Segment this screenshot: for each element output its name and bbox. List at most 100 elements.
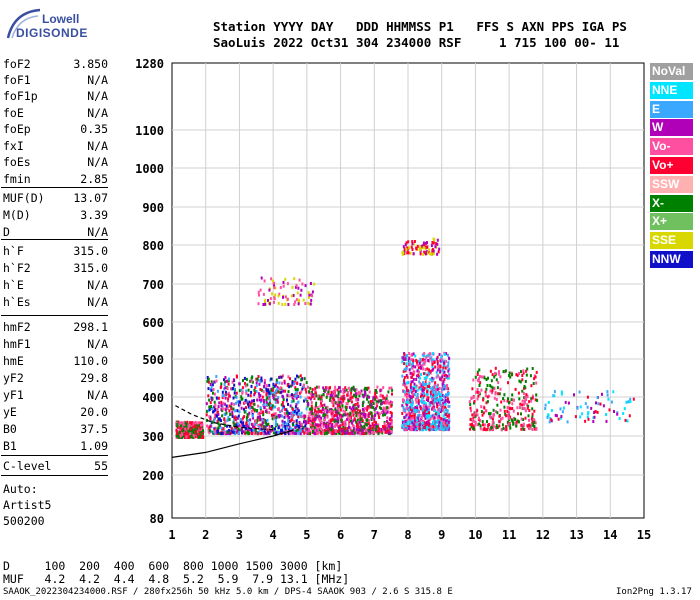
- echo-point: [629, 400, 632, 404]
- echo-point: [488, 394, 491, 398]
- echo-point: [208, 425, 211, 429]
- param-key: hmF2: [3, 320, 31, 334]
- echo-point: [272, 281, 275, 285]
- echo-point: [472, 395, 475, 399]
- echo-point: [383, 422, 386, 426]
- echo-point: [310, 391, 313, 394]
- echo-point: [249, 394, 252, 398]
- echo-point: [559, 416, 562, 420]
- echo-point: [390, 430, 392, 433]
- x-tick-label: 3: [236, 528, 243, 542]
- echo-point: [368, 403, 371, 407]
- echo-point: [217, 413, 220, 417]
- echo-point: [496, 426, 499, 429]
- echo-point: [178, 428, 181, 432]
- echo-point: [413, 407, 416, 411]
- echo-point: [324, 406, 327, 410]
- echo-point: [233, 428, 236, 432]
- echo-point: [337, 407, 340, 411]
- echo-point: [513, 417, 516, 421]
- echo-point: [415, 360, 418, 364]
- echo-point: [433, 387, 435, 391]
- echo-point: [473, 401, 475, 405]
- echo-point: [476, 413, 479, 417]
- echo-point: [380, 407, 383, 411]
- echo-point: [265, 432, 268, 436]
- echo-point: [347, 399, 350, 403]
- echo-point: [439, 365, 442, 368]
- echo-point: [525, 369, 528, 373]
- echo-point: [308, 411, 311, 415]
- echo-point: [361, 429, 364, 433]
- echo-point: [319, 397, 322, 401]
- echo-point: [259, 380, 262, 384]
- echo-point: [235, 401, 237, 405]
- echo-point: [439, 396, 442, 400]
- echo-point: [403, 249, 406, 253]
- echo-point: [295, 396, 298, 400]
- echo-point: [305, 407, 308, 411]
- echo-point: [224, 376, 227, 379]
- echo-point: [274, 398, 277, 402]
- legend-item: NNW: [650, 251, 693, 268]
- echo-point: [231, 410, 234, 414]
- echo-point: [436, 368, 439, 372]
- echo-point: [228, 424, 231, 428]
- echo-point: [323, 403, 326, 407]
- echo-point: [493, 413, 496, 417]
- echo-point: [310, 401, 313, 405]
- echo-point: [442, 366, 445, 370]
- echo-point: [311, 427, 313, 431]
- echo-point: [317, 407, 320, 411]
- echo-point: [307, 421, 310, 425]
- echo-point: [346, 402, 349, 406]
- echo-point: [250, 429, 253, 432]
- echo-point: [402, 383, 405, 387]
- echo-point: [298, 278, 301, 282]
- echo-point: [256, 409, 259, 412]
- echo-point: [282, 389, 285, 393]
- echo-point: [507, 422, 510, 426]
- echo-point: [418, 245, 421, 249]
- echo-point: [447, 387, 450, 391]
- echo-point: [495, 378, 498, 382]
- echo-point: [296, 392, 299, 396]
- echo-point: [444, 399, 447, 402]
- echo-point: [610, 400, 613, 404]
- echo-point: [427, 422, 430, 426]
- echo-point: [274, 394, 277, 398]
- echo-point: [274, 400, 277, 404]
- echo-point: [310, 298, 313, 302]
- legend-item: W: [650, 119, 693, 137]
- echo-point: [410, 245, 413, 249]
- echo-point: [351, 413, 354, 417]
- echo-point: [432, 252, 435, 256]
- echo-point: [347, 418, 350, 422]
- echo-point: [345, 388, 348, 392]
- echo-point: [311, 395, 314, 399]
- echo-point: [430, 423, 433, 427]
- param-value: 55: [94, 459, 108, 473]
- echo-point: [435, 428, 438, 432]
- echo-point: [566, 420, 569, 424]
- echo-point: [370, 431, 373, 435]
- echo-point: [319, 430, 322, 433]
- echo-point: [254, 386, 257, 390]
- echo-point: [277, 430, 280, 434]
- echo-point: [239, 424, 242, 428]
- echo-point: [303, 399, 305, 403]
- echo-point: [511, 402, 514, 406]
- echo-point: [296, 382, 299, 385]
- echo-point: [402, 425, 405, 429]
- echo-point: [316, 406, 319, 409]
- echo-point: [307, 401, 309, 405]
- echo-point: [431, 376, 434, 380]
- echo-point: [326, 410, 329, 414]
- echo-point: [523, 386, 525, 390]
- echo-point: [334, 422, 337, 426]
- echo-point: [259, 388, 262, 391]
- echo-point: [480, 410, 483, 414]
- echo-point: [373, 397, 376, 401]
- echo-point: [493, 387, 496, 391]
